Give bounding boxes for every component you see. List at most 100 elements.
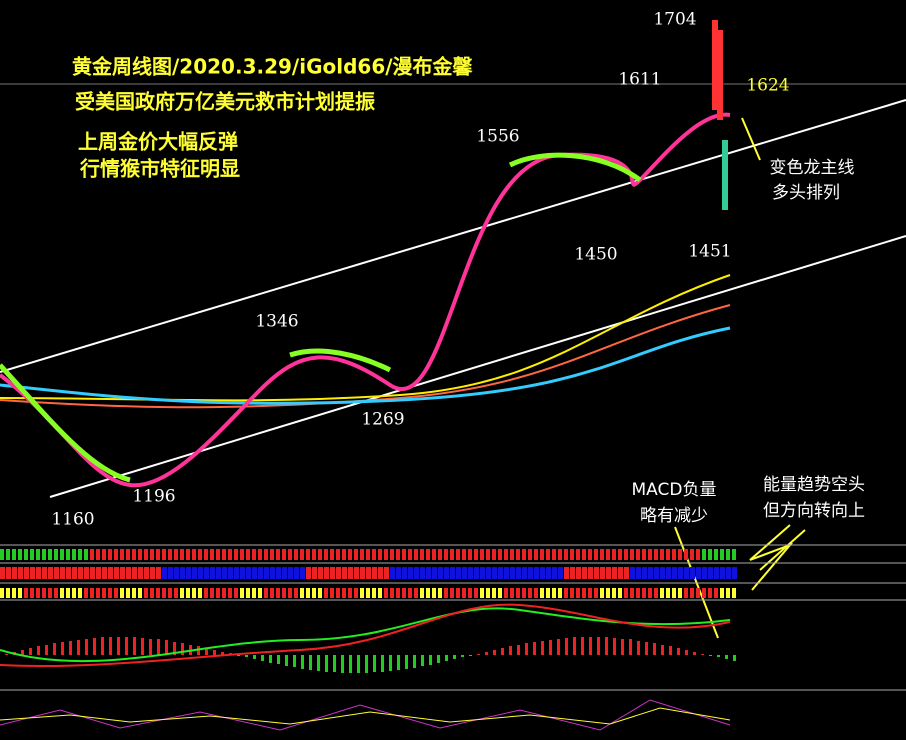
band-cell <box>672 588 676 598</box>
band-cell <box>636 549 640 560</box>
band-cell <box>600 588 604 598</box>
band-cell <box>588 549 592 560</box>
band-cell <box>522 549 526 560</box>
band-cell <box>540 588 544 598</box>
macd-bar <box>341 655 344 673</box>
band-cell <box>204 588 208 598</box>
ma-line <box>0 274 731 402</box>
band-cell <box>504 567 509 579</box>
band-cell <box>12 588 16 598</box>
band-cell <box>498 588 502 598</box>
band-cell <box>588 567 593 579</box>
macd-bar <box>309 655 312 670</box>
band-cell <box>108 588 112 598</box>
macd-bar <box>221 652 224 655</box>
band-cell <box>474 549 478 560</box>
band-cell <box>96 549 100 560</box>
band-cell <box>138 567 143 579</box>
band-cell <box>402 549 406 560</box>
band-cell <box>594 567 599 579</box>
macd-line <box>0 607 731 663</box>
macd-bar <box>629 639 632 655</box>
band-cell <box>714 588 718 598</box>
band-cell <box>42 567 47 579</box>
band-cell <box>510 549 514 560</box>
band-cell <box>396 588 400 598</box>
band-cell <box>180 588 184 598</box>
macd-bar <box>717 655 720 657</box>
macd-bar <box>317 655 320 671</box>
band-cell <box>462 588 466 598</box>
band-cell <box>300 588 304 598</box>
band-cell <box>264 588 268 598</box>
band-cell <box>258 549 262 560</box>
band-cell <box>576 588 580 598</box>
macd-bar <box>21 650 24 655</box>
band-cell <box>528 567 533 579</box>
macd-bar <box>357 655 360 673</box>
band-cell <box>426 588 430 598</box>
macd-bar <box>477 654 480 655</box>
candle <box>712 20 723 120</box>
band-cell <box>24 588 28 598</box>
band-cell <box>282 549 286 560</box>
band-cell <box>726 567 731 579</box>
macd-bar <box>653 643 656 655</box>
band-cell <box>690 588 694 598</box>
band-cell <box>120 567 125 579</box>
band-cell <box>270 567 275 579</box>
band-cell <box>720 567 725 579</box>
band-cell <box>186 567 191 579</box>
band-cell <box>570 588 574 598</box>
band-cell <box>348 588 352 598</box>
band-cell <box>384 549 388 560</box>
band-cell <box>372 549 376 560</box>
band-cell <box>540 549 544 560</box>
band-cell <box>84 549 88 560</box>
band-cell <box>348 567 353 579</box>
band-cell <box>666 588 670 598</box>
band-cell <box>498 567 503 579</box>
band-cell <box>558 567 563 579</box>
band-cell <box>258 567 263 579</box>
macd-bar <box>589 637 592 655</box>
band-cell <box>366 588 370 598</box>
macd-bar <box>421 655 424 666</box>
macd-bar <box>645 642 648 655</box>
band-cell <box>588 588 592 598</box>
band-cell <box>258 588 262 598</box>
band-cell <box>666 567 671 579</box>
price-label: 1346 <box>255 312 298 332</box>
band-cell <box>300 567 305 579</box>
macd-bar <box>77 640 80 655</box>
band-cell <box>96 567 101 579</box>
band-cell <box>132 549 136 560</box>
band-cell <box>294 588 298 598</box>
band-cell <box>306 588 310 598</box>
macd-bar <box>693 652 696 655</box>
band-cell <box>24 549 28 560</box>
band-cell <box>690 567 695 579</box>
band-cell <box>366 549 370 560</box>
band-cell <box>228 549 232 560</box>
band-cell <box>732 588 736 598</box>
band-cell <box>54 588 58 598</box>
band-cell <box>654 588 658 598</box>
macd-line <box>0 603 731 667</box>
band-cell <box>714 567 719 579</box>
band-cell <box>372 588 376 598</box>
macd-bar <box>157 639 160 655</box>
band-cell <box>114 588 118 598</box>
macd-bar <box>253 655 256 659</box>
band-cell <box>516 549 520 560</box>
band-cell <box>438 549 442 560</box>
band-cell <box>450 549 454 560</box>
band-cell <box>138 549 142 560</box>
band-cell <box>54 567 59 579</box>
macd-bar <box>237 655 240 656</box>
band-cell <box>78 588 82 598</box>
band-cell <box>78 549 82 560</box>
macd-bar <box>149 639 152 655</box>
band-cell <box>168 588 172 598</box>
